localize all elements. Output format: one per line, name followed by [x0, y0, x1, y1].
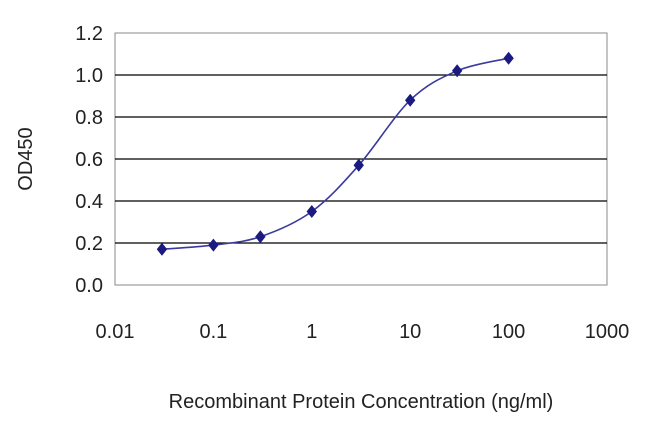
- x-tick-label: 1: [306, 321, 317, 343]
- y-tick-label: 0.2: [75, 233, 103, 255]
- data-point-marker: [156, 242, 168, 256]
- y-tick-label: 0.8: [75, 107, 103, 129]
- data-point-marker: [306, 205, 317, 218]
- data-point-marker: [255, 230, 266, 244]
- y-tick-label: 1.0: [75, 65, 103, 87]
- x-tick-label: 0.01: [96, 321, 135, 343]
- data-point-marker: [405, 93, 416, 107]
- data-point-marker: [208, 238, 219, 252]
- fitted-curve: [161, 57, 509, 251]
- x-axis-title: Recombinant Protein Concentration (ng/ml…: [169, 391, 554, 413]
- y-tick-label: 0.0: [75, 275, 103, 297]
- y-tick-label: 0.4: [75, 191, 103, 213]
- data-point-marker: [503, 51, 514, 65]
- x-tick-label: 10: [399, 321, 421, 343]
- x-tick-label: 100: [492, 321, 525, 343]
- data-point-marker: [353, 158, 364, 172]
- data-point-marker: [451, 64, 463, 78]
- x-tick-label: 1000: [585, 321, 630, 343]
- y-axis-title: OD450: [15, 127, 37, 190]
- y-tick-label: 0.6: [75, 149, 103, 171]
- y-tick-label: 1.2: [75, 23, 103, 45]
- x-tick-label: 0.1: [199, 321, 227, 343]
